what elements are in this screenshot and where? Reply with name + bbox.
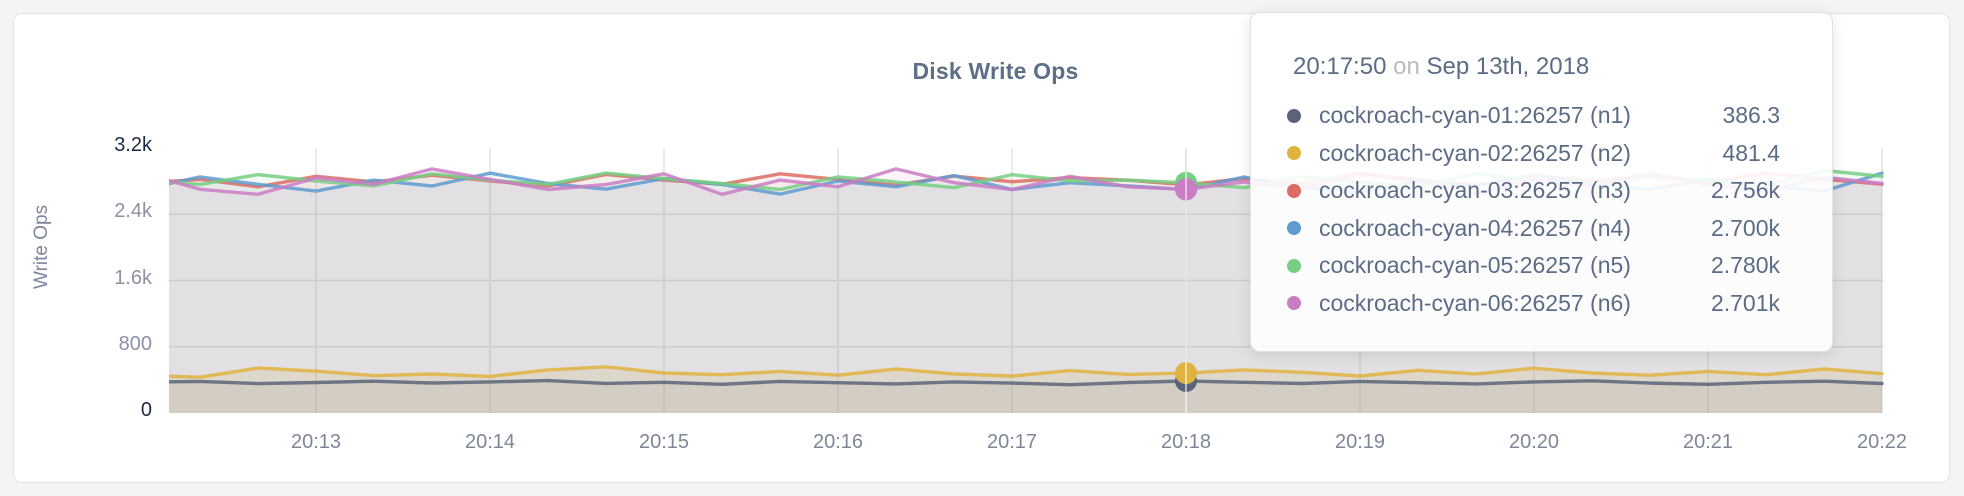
series-value: 2.700k — [1710, 214, 1780, 241]
series-value: 386.3 — [1722, 102, 1780, 129]
x-tick-label: 20:13 — [290, 431, 342, 453]
y-tick-label: 1.6k — [114, 266, 152, 289]
hover-tooltip: 20:17:50 on Sep 13th, 2018 cockroach-cya… — [1250, 12, 1833, 352]
tooltip-time: 20:17:50 — [1293, 53, 1387, 80]
series-value: 481.4 — [1722, 139, 1780, 166]
tooltip-date: Sep 13th, 2018 — [1426, 53, 1590, 80]
series-line — [169, 365, 1884, 379]
x-tick-label: 20:22 — [1856, 431, 1908, 453]
series-color-dot-icon — [1287, 146, 1301, 161]
series-value: 2.756k — [1710, 177, 1780, 204]
x-tick-label: 20:17 — [986, 431, 1038, 453]
tooltip-header: 20:17:50 on Sep 13th, 2018 — [1293, 53, 1780, 81]
series-color-dot-icon — [1287, 258, 1301, 273]
x-tick-label: 20:19 — [1334, 431, 1386, 453]
series-area — [169, 380, 1882, 413]
series-color-dot-icon — [1287, 183, 1301, 198]
x-tick-label: 20:14 — [464, 431, 516, 453]
y-tick-label: 3.2k — [114, 134, 152, 156]
series-name: cockroach-cyan-03:26257 (n3) — [1319, 177, 1631, 204]
series-name: cockroach-cyan-05:26257 (n5) — [1319, 252, 1631, 279]
y-tick-label: 0 — [140, 399, 152, 421]
chart-title: Disk Write Ops — [912, 58, 1079, 84]
series-color-dot-icon — [1287, 221, 1301, 236]
series-name: cockroach-cyan-06:26257 (n6) — [1319, 289, 1631, 316]
x-tick-label: 20:16 — [812, 431, 864, 453]
y-tick-label: 2.4k — [114, 200, 152, 223]
tooltip-series-row: cockroach-cyan-06:26257 (n6) 2.701k — [1287, 285, 1780, 323]
tooltip-on-word: on — [1393, 53, 1420, 80]
x-tick-label: 20:15 — [638, 431, 690, 453]
tooltip-series-row: cockroach-cyan-05:26257 (n5) 2.780k — [1287, 247, 1780, 285]
tooltip-series-row: cockroach-cyan-03:26257 (n3) 2.756k — [1287, 172, 1780, 210]
tooltip-series-row: cockroach-cyan-04:26257 (n4) 2.700k — [1287, 210, 1780, 248]
series-color-dot-icon — [1287, 296, 1301, 311]
series-area — [169, 366, 1882, 413]
series-line — [169, 378, 1884, 387]
x-tick-label: 20:18 — [1160, 431, 1212, 453]
tooltip-series-row: cockroach-cyan-01:26257 (n1) 386.3 — [1287, 97, 1780, 135]
series-name: cockroach-cyan-02:26257 (n2) — [1319, 139, 1631, 166]
tooltip-series-row: cockroach-cyan-02:26257 (n2) 481.4 — [1287, 135, 1780, 173]
series-name: cockroach-cyan-01:26257 (n1) — [1319, 102, 1631, 129]
series-value: 2.701k — [1710, 289, 1780, 316]
series-color-dot-icon — [1287, 108, 1301, 123]
tooltip-series-list: cockroach-cyan-01:26257 (n1) 386.3 cockroa… — [1287, 97, 1780, 322]
x-tick-label: 20:20 — [1508, 431, 1560, 453]
series-value: 2.780k — [1710, 252, 1780, 279]
x-tick-label: 20:21 — [1682, 431, 1734, 453]
y-tick-label: 800 — [118, 332, 152, 355]
series-name: cockroach-cyan-04:26257 (n4) — [1319, 214, 1631, 241]
